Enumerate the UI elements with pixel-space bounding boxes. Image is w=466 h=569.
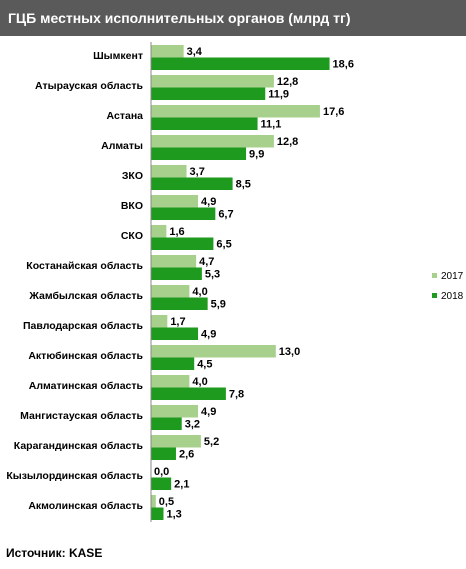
data-label-2018: 4,9 [201, 329, 216, 341]
data-label-2018: 2,1 [174, 479, 189, 491]
data-label-2017: 3,7 [190, 166, 205, 178]
data-label-2017: 4,7 [199, 256, 214, 268]
data-label-2017: 4,9 [201, 406, 216, 418]
bar-2018 [151, 207, 216, 220]
bar-2018 [151, 387, 226, 400]
category-label: Кызылординская область [6, 470, 143, 482]
bar-2018 [151, 507, 164, 520]
data-label-2018: 11,1 [261, 119, 282, 131]
data-label-2017: 1,6 [169, 226, 184, 238]
bar-2018 [151, 417, 182, 430]
category-label: ЗКО [122, 170, 143, 182]
bar-2017 [151, 315, 168, 328]
bar-2017 [151, 105, 320, 118]
data-label-2017: 4,0 [192, 376, 207, 388]
bar-2018 [151, 87, 266, 100]
data-label-2018: 4,5 [197, 359, 212, 371]
data-label-2017: 0,0 [154, 466, 169, 478]
legend-swatch-2018 [432, 293, 437, 298]
bar-2018 [151, 477, 172, 490]
bar-2017 [151, 135, 274, 148]
data-label-2018: 8,5 [236, 179, 251, 191]
bar-2018 [151, 297, 208, 310]
data-label-2017: 5,2 [204, 436, 219, 448]
category-label: ВКО [121, 200, 143, 212]
data-label-2018: 7,8 [229, 389, 244, 401]
category-label: СКО [121, 230, 143, 242]
data-label-2017: 1,7 [170, 316, 185, 328]
bar-2017 [151, 405, 199, 418]
bar-2018 [151, 267, 202, 280]
data-label-2018: 9,9 [249, 149, 264, 161]
category-label: Астана [107, 110, 144, 122]
data-label-2017: 3,4 [187, 46, 203, 58]
bar-2017 [151, 165, 187, 178]
bar-2017 [151, 255, 197, 268]
data-label-2017: 12,8 [277, 76, 298, 88]
bar-2017 [151, 45, 184, 58]
bar-2018 [151, 117, 258, 130]
bar-2018 [151, 147, 247, 160]
legend-swatch-2017 [432, 273, 437, 278]
bar-2017 [151, 495, 156, 508]
bar-2018 [151, 447, 176, 460]
data-label-2017: 17,6 [323, 106, 344, 118]
category-label: Алматы [101, 140, 143, 152]
category-label: Алматинская область [29, 380, 144, 392]
category-label: Атырауская область [35, 80, 143, 92]
bar-2018 [151, 327, 199, 340]
data-label-2018: 1,3 [166, 509, 181, 521]
bar-2017 [151, 225, 167, 238]
legend-label-2018: 2018 [441, 291, 464, 302]
bar-2017 [151, 195, 199, 208]
data-label-2017: 4,0 [192, 286, 207, 298]
data-label-2018: 18,6 [333, 59, 354, 71]
category-label: Жамбылская область [28, 290, 143, 302]
data-label-2017: 0,5 [159, 496, 174, 508]
data-label-2018: 5,3 [205, 269, 220, 281]
bar-2018 [151, 357, 195, 370]
category-label: Акмолинская область [28, 500, 143, 512]
category-label: Костанайская область [26, 260, 143, 272]
legend-label-2017: 2017 [441, 271, 464, 282]
category-label: Карагандинская область [14, 440, 144, 452]
data-label-2018: 6,5 [216, 239, 231, 251]
chart-title: ГЦБ местных исполнительных органов (млрд… [0, 0, 466, 36]
data-label-2017: 12,8 [277, 136, 298, 148]
category-label: Актюбинская область [28, 350, 143, 362]
bar-2017 [151, 345, 276, 358]
bar-2018 [151, 177, 233, 190]
category-label: Мангистауская область [20, 410, 143, 422]
category-label: Павлодарская область [23, 320, 144, 332]
bar-2018 [151, 57, 330, 70]
source-note: Источник: KASE [6, 546, 103, 560]
category-label: Шымкент [93, 50, 143, 62]
bar-2017 [151, 285, 190, 298]
data-label-2017: 4,9 [201, 196, 216, 208]
data-label-2017: 13,0 [279, 346, 300, 358]
data-label-2018: 2,6 [179, 449, 194, 461]
bar-2018 [151, 237, 214, 250]
data-label-2018: 11,9 [268, 89, 289, 101]
data-label-2018: 3,2 [185, 419, 200, 431]
bar-2017 [151, 375, 190, 388]
bar-2017 [151, 75, 274, 88]
data-label-2018: 6,7 [218, 209, 233, 221]
bar-2017 [151, 435, 201, 448]
data-label-2018: 5,9 [211, 299, 226, 311]
